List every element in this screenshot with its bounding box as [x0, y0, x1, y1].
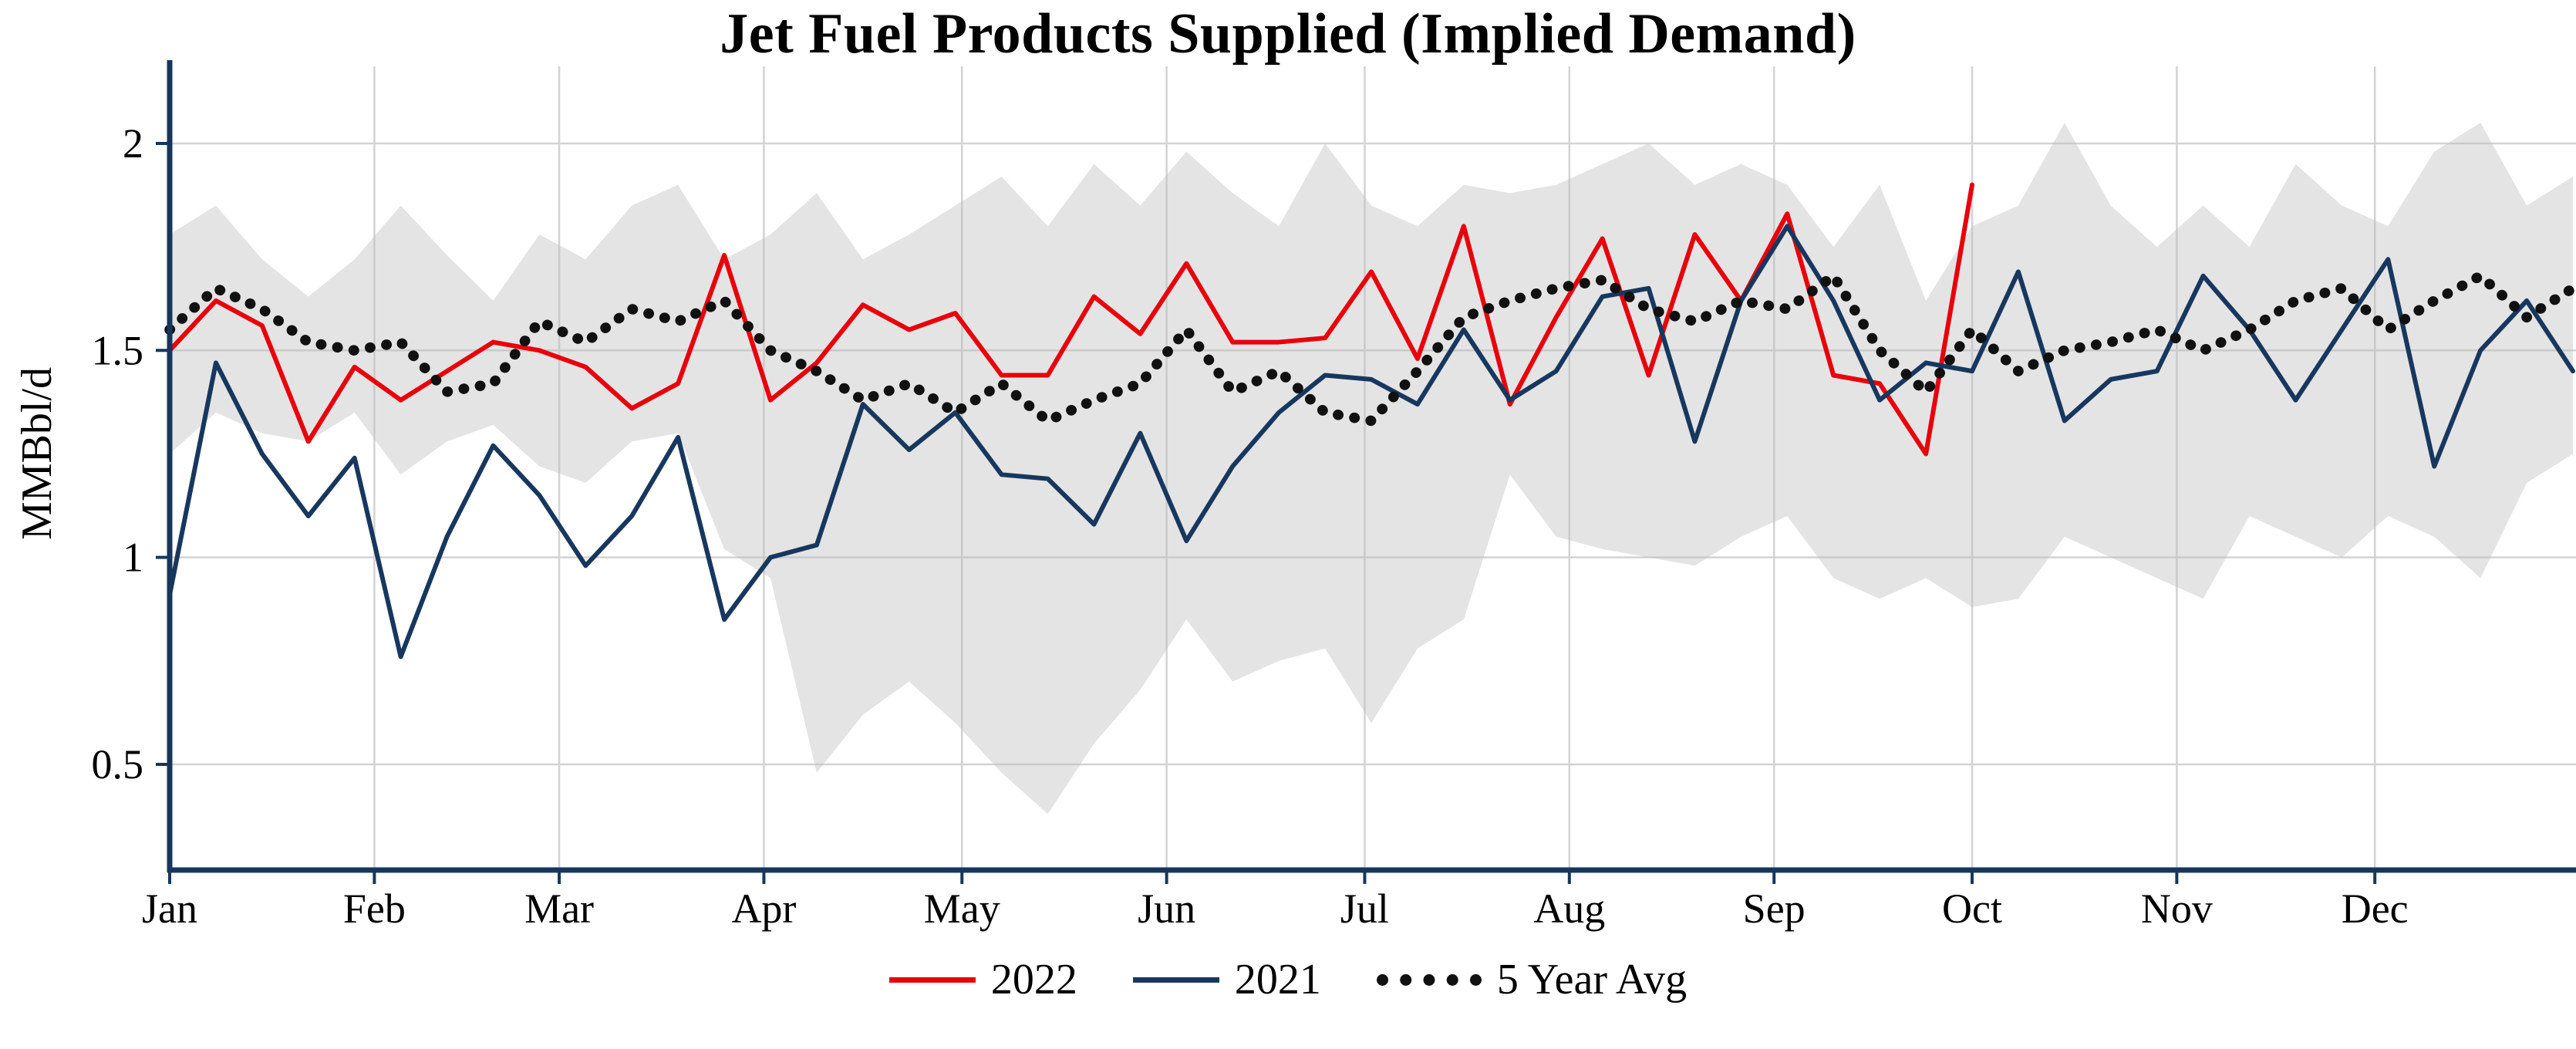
svg-text:May: May — [924, 885, 1000, 932]
svg-text:1.5: 1.5 — [92, 327, 144, 373]
svg-text:Aug: Aug — [1533, 885, 1605, 932]
legend: 2022 2021 5 Year Avg — [0, 955, 2576, 1004]
svg-text:Feb: Feb — [343, 885, 406, 932]
svg-text:Oct: Oct — [1942, 885, 2002, 932]
legend-label-2021: 2021 — [1234, 956, 1321, 1003]
legend-item-2022: 2022 — [888, 955, 1077, 1004]
legend-item-2021: 2021 — [1132, 955, 1321, 1004]
svg-text:Jan: Jan — [142, 885, 197, 932]
svg-text:1: 1 — [123, 535, 143, 581]
legend-label-2022: 2022 — [990, 956, 1077, 1003]
chart-title: Jet Fuel Products Supplied (Implied Dema… — [720, 2, 1856, 66]
legend-item-5yr-avg: 5 Year Avg — [1376, 955, 1688, 1004]
svg-text:Dec: Dec — [2342, 885, 2409, 932]
svg-text:0.5: 0.5 — [92, 741, 144, 788]
legend-sample-2022-line — [888, 976, 976, 983]
svg-text:Mar: Mar — [524, 885, 594, 932]
legend-label-5yr-avg: 5 Year Avg — [1496, 956, 1688, 1003]
svg-text:Apr: Apr — [731, 885, 796, 932]
svg-text:2: 2 — [123, 120, 143, 167]
legend-sample-2021-line — [1132, 976, 1219, 983]
svg-text:Jul: Jul — [1340, 885, 1389, 932]
svg-text:Jun: Jun — [1138, 885, 1195, 932]
legend-sample-avg-line — [1376, 973, 1482, 986]
svg-text:Sep: Sep — [1743, 885, 1806, 932]
svg-text:Nov: Nov — [2141, 885, 2213, 932]
